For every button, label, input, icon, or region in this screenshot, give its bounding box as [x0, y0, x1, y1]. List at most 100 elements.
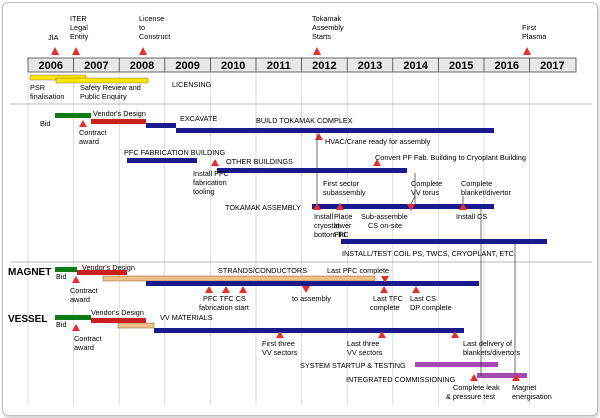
- vv-materials-bar: [117, 322, 155, 329]
- pfc-start-marker: [205, 286, 213, 293]
- contract-award-2: award: [79, 137, 99, 146]
- bid-bar: [55, 113, 91, 118]
- install-pfc-3: tooling: [193, 187, 215, 196]
- leak-test-1: Complete leak: [453, 383, 500, 392]
- first-three-marker: [276, 331, 284, 338]
- year-label: 2016: [495, 60, 519, 72]
- milestone-license-3: Construct: [139, 32, 170, 41]
- magnet-energisation-2: energisation: [512, 392, 552, 401]
- install-cryostat-3: bottom lid: [314, 230, 346, 239]
- commissioning-section: SYSTEM STARTUP & TESTING INTEGRATED COMM…: [300, 361, 552, 401]
- buildings-section: Bid Vendor's Design Contract award EXCAV…: [40, 109, 526, 196]
- year-label: 2014: [403, 60, 428, 72]
- last-cs-2: DP complete: [410, 303, 452, 312]
- milestone-tokamak-2: Assembly: [312, 23, 344, 32]
- other-buildings-bar: [217, 168, 407, 173]
- milestone-plasma-1: First: [522, 23, 536, 32]
- vv-materials-label: VV MATERIALS: [160, 313, 213, 322]
- milestone-tokamak-marker: [313, 47, 321, 55]
- last-delivery-1: Last delivery of: [463, 339, 513, 348]
- year-label: 2008: [130, 60, 154, 72]
- other-buildings-label: OTHER BUILDINGS: [226, 157, 293, 166]
- startup-bar: [415, 362, 498, 367]
- first-three-1: First three: [262, 339, 295, 348]
- place-lower-2: lower: [334, 221, 352, 230]
- build-tokamak-bar: [176, 128, 494, 133]
- vessel-contract-1: Contract: [74, 334, 102, 343]
- psr-label-2: finalisation: [30, 92, 64, 101]
- cs-start-marker: [239, 286, 247, 293]
- top-milestones: JIA ITER Legal Entity License to Constru…: [48, 14, 547, 55]
- magnet-energisation-marker: [512, 374, 520, 381]
- vessel-contract-2: award: [74, 343, 94, 352]
- complete-vv-2: VV torus: [411, 188, 439, 197]
- vendors-design-bar: [91, 119, 146, 124]
- complete-blanket-2: blanket/divertor: [461, 188, 511, 197]
- magnet-contract-marker: [72, 276, 80, 283]
- pfc-building-bar: [127, 158, 197, 163]
- startup-label: SYSTEM STARTUP & TESTING: [300, 361, 406, 370]
- year-label: 2010: [221, 60, 245, 72]
- install-cs-marker: [459, 203, 467, 210]
- bid-label: Bid: [40, 119, 51, 128]
- year-label: 2007: [84, 60, 108, 72]
- magnet-bid-bar: [55, 267, 77, 272]
- vessel-vendors-bar: [91, 318, 146, 323]
- cryostat-marker: [313, 203, 321, 210]
- tfc-start-marker: [222, 286, 230, 293]
- complete-vv-1: Complete: [411, 179, 442, 188]
- last-cs-1: Last CS: [410, 294, 436, 303]
- year-label: 2006: [39, 60, 63, 72]
- to-assembly-marker: [302, 286, 310, 293]
- magnet-contract-1: Contract: [70, 286, 98, 295]
- magnet-vendors-label: Vendor's Design: [82, 263, 135, 272]
- last-tfc-1: Last TFC: [373, 294, 403, 303]
- milestone-license-marker: [139, 47, 147, 55]
- install-cryostat-1: Install: [314, 212, 333, 221]
- convert-pf-label: Convert PF Fab. Building to Cryoplant Bu…: [375, 153, 526, 162]
- pfc-tfc-cs-label: PFC TFC CS: [203, 294, 246, 303]
- install-cryostat-2: cryostat: [314, 221, 340, 230]
- year-label: 2013: [358, 60, 382, 72]
- vessel-section: VESSEL Bid Vendor's Design VV MATERIALS …: [8, 308, 521, 357]
- milestone-tokamak-3: Starts: [312, 32, 331, 41]
- milestone-jia-marker: [51, 47, 59, 55]
- last-three-marker: [378, 331, 386, 338]
- magnet-section: MAGNET Bid Vendor's Design Contract awar…: [8, 263, 479, 312]
- safety-label-2: Public Enquiry: [80, 92, 127, 101]
- install-cs-label: Install CS: [456, 212, 487, 221]
- sub-assemble-1: Sub-assemble: [361, 212, 408, 221]
- vessel-vendors-label: Vendor's Design: [91, 308, 144, 317]
- complete-blanket-1: Complete: [461, 179, 492, 188]
- last-cs-marker: [412, 286, 420, 293]
- integrated-label: INTEGRATED COMMISSIONING: [346, 375, 456, 384]
- install-pfc-1: Install PFC: [193, 169, 229, 178]
- first-sector-2: subassembly: [323, 188, 366, 197]
- place-lower-3: PFC: [334, 230, 349, 239]
- vessel-fab-bar: [154, 328, 464, 333]
- last-tfc-marker: [380, 286, 388, 293]
- last-three-2: VV sectors: [347, 348, 383, 357]
- install-test-coil-label: INSTALL/TEST COIL PS, TWCS, CRYOPLANT, E…: [342, 249, 516, 258]
- vv-torus-marker: [407, 204, 415, 211]
- milestone-iter-marker: [72, 47, 80, 55]
- milestone-license-1: License: [139, 14, 164, 23]
- milestone-plasma-marker: [523, 47, 531, 55]
- milestone-plasma-2: Plasma: [522, 32, 547, 41]
- install-pfc-tooling-marker: [211, 159, 219, 166]
- magnet-bid-label: Bid: [56, 272, 67, 281]
- year-label: 2017: [540, 60, 564, 72]
- leak-test-marker: [470, 374, 478, 381]
- install-test-coil-bar: [341, 239, 547, 244]
- magnet-vendors-bar: [77, 270, 127, 275]
- hvac-marker: [315, 133, 323, 140]
- psr-label-1: PSR: [30, 83, 45, 92]
- convert-pf-marker: [373, 159, 381, 166]
- safety-bar: [55, 77, 149, 84]
- strands-bar: [102, 275, 376, 282]
- tokamak-assembly-label: TOKAMAK ASSEMBLY: [225, 203, 301, 212]
- place-lower-1: Place: [334, 212, 352, 221]
- magnet-energisation-1: Magnet: [512, 383, 536, 392]
- first-sector-1: First sector: [323, 179, 360, 188]
